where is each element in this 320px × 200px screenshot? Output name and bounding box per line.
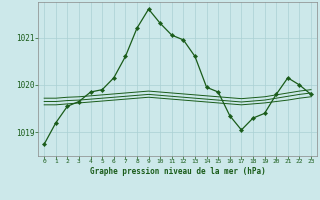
X-axis label: Graphe pression niveau de la mer (hPa): Graphe pression niveau de la mer (hPa) xyxy=(90,167,266,176)
